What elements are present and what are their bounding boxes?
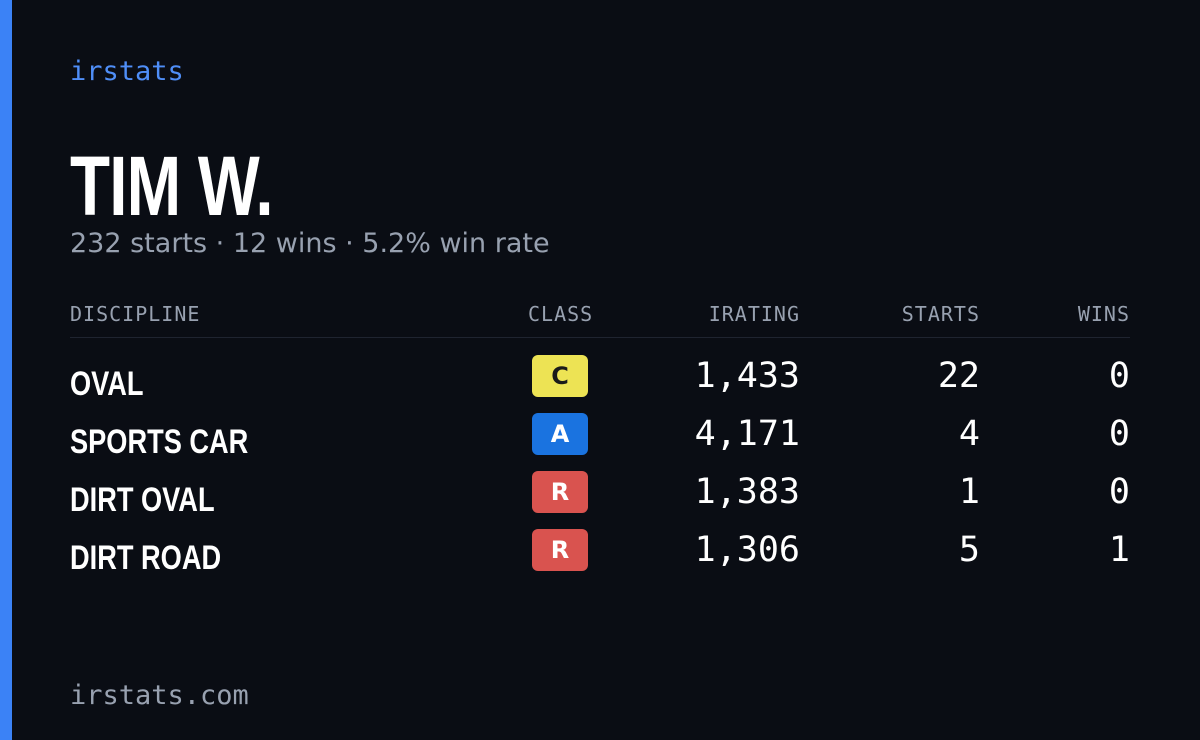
irating: 4,171 (694, 414, 800, 454)
header-rule (70, 337, 1130, 338)
column-header: DISCIPLINE (70, 302, 201, 326)
starts: 4 (958, 414, 980, 454)
discipline: DIRT ROAD (70, 539, 222, 577)
irating: 1,433 (694, 356, 800, 396)
column-header: IRATING (708, 302, 800, 326)
class-badge: R (532, 529, 588, 571)
discipline: OVAL (70, 365, 144, 403)
driver-summary: 232 starts · 12 wins · 5.2% win rate (70, 228, 550, 259)
discipline: SPORTS CAR (70, 423, 249, 461)
starts: 1 (958, 472, 980, 512)
column-header: STARTS (901, 302, 980, 326)
class-badge: C (532, 355, 588, 397)
irating: 1,383 (694, 472, 800, 512)
wins: 1 (1108, 530, 1130, 570)
column-header: CLASS (528, 302, 594, 326)
discipline: DIRT OVAL (70, 481, 215, 519)
brand: irstats (70, 56, 184, 87)
wins: 0 (1108, 414, 1130, 454)
footer: irstats.com (70, 680, 249, 711)
column-header: WINS (1077, 302, 1130, 326)
starts: 5 (958, 530, 980, 570)
wins: 0 (1108, 472, 1130, 512)
starts: 22 (937, 356, 980, 396)
class-badge: R (532, 471, 588, 513)
irating: 1,306 (694, 530, 800, 570)
class-badge: A (532, 413, 588, 455)
wins: 0 (1108, 356, 1130, 396)
driver-name: TIM W. (70, 139, 274, 233)
accent-bar (0, 0, 12, 740)
